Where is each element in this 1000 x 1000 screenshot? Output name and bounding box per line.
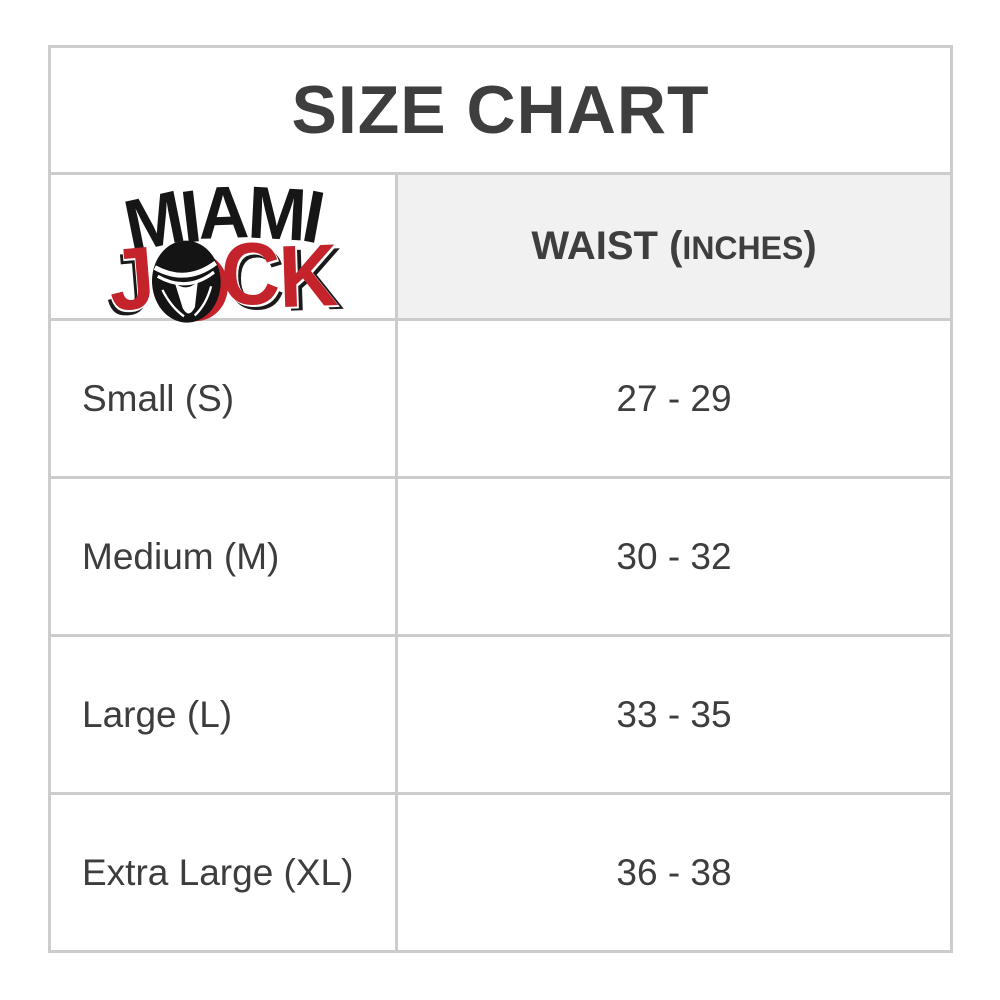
waist-column-header: WAIST (INCHES): [531, 224, 816, 269]
waist-cell: 27 - 29: [398, 321, 950, 476]
table-row-extra-large: Extra Large (XL) 36 - 38: [51, 795, 950, 950]
logo-cell: M I A M I J: [51, 170, 398, 330]
size-label: Extra Large (XL): [82, 851, 354, 893]
waist-cell: 30 - 32: [398, 479, 950, 634]
waist-value: 36 - 38: [616, 851, 732, 893]
miami-jock-logo: M I A M I J: [98, 170, 348, 330]
waist-header-main: WAIST (: [531, 224, 683, 268]
size-chart-table: SIZE CHART M I A M I J: [48, 45, 953, 953]
jockstrap-icon: [151, 240, 228, 323]
waist-header-sub: INCHES: [682, 230, 804, 266]
table-row-large: Large (L) 33 - 35: [51, 637, 950, 795]
logo-word-jock: J C K: [105, 223, 339, 329]
table-header-row: M I A M I J: [51, 170, 950, 330]
table-row-small: Small (S) 27 - 29: [51, 321, 950, 479]
waist-cell: 33 - 35: [398, 637, 950, 792]
logo-letter: C: [221, 223, 281, 323]
waist-header-paren: ): [803, 224, 817, 268]
waist-cell: 36 - 38: [398, 795, 950, 950]
size-cell: Medium (M): [51, 479, 398, 634]
size-cell: Extra Large (XL): [51, 795, 398, 950]
table-row-medium: Medium (M) 30 - 32: [51, 479, 950, 637]
waist-value: 33 - 35: [616, 693, 732, 735]
size-label: Medium (M): [82, 535, 280, 577]
waist-value: 30 - 32: [616, 535, 732, 577]
logo-letter: K: [276, 224, 339, 326]
waist-header-cell: WAIST (INCHES): [398, 175, 950, 318]
size-cell: Small (S): [51, 321, 398, 476]
size-cell: Large (L): [51, 637, 398, 792]
title-row: SIZE CHART: [51, 48, 950, 175]
size-label: Small (S): [82, 377, 235, 419]
waist-value: 27 - 29: [616, 377, 732, 419]
page-title: SIZE CHART: [291, 72, 710, 148]
size-label: Large (L): [82, 693, 233, 735]
